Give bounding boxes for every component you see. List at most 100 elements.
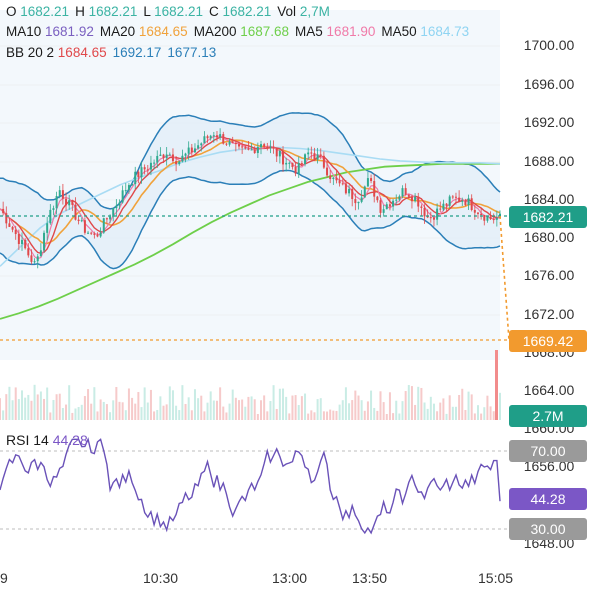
candle-body: [392, 200, 395, 207]
ma200-line: [0, 162, 500, 320]
volume-bar: [46, 387, 49, 420]
volume-badge: 2.7M: [509, 405, 587, 427]
volume-bar: [93, 387, 96, 420]
volume-bar: [414, 404, 417, 420]
price-tick: 1692.00: [523, 114, 575, 130]
candle-body: [445, 203, 448, 206]
price-tick: 1696.00: [523, 76, 575, 92]
volume-bar: [461, 388, 464, 420]
candle-body: [326, 167, 329, 176]
candle-body: [473, 209, 476, 213]
volume-bar: [33, 384, 36, 420]
time-tick: 10:30: [143, 570, 179, 586]
volume-bar: [310, 410, 313, 420]
header-label: Vol: [277, 4, 300, 19]
volume-bar: [156, 409, 159, 420]
volume-bar: [159, 396, 162, 420]
volume-bar: [109, 412, 112, 420]
candle-body: [244, 147, 247, 149]
candle-body: [253, 149, 256, 154]
candle-body: [335, 177, 338, 181]
ohlc-header: O 1682.21 H 1682.21 L 1682.21 C 1682.21 Vol …: [6, 4, 336, 19]
candle-body: [184, 153, 187, 156]
candle-body: [11, 226, 14, 230]
volume-bar: [492, 411, 495, 420]
volume-bar: [17, 399, 20, 420]
volume-bar: [464, 409, 467, 420]
candle-body: [247, 148, 250, 150]
header-value: 1682.21: [20, 4, 70, 19]
volume-bar: [115, 386, 118, 420]
candle-body: [395, 199, 398, 201]
volume-bar: [313, 412, 316, 420]
volume-bar: [432, 403, 435, 420]
rsi-oversold-badge: 30.00: [509, 518, 587, 540]
candle-body: [21, 239, 24, 245]
candle-body: [341, 183, 344, 185]
candle-body: [112, 208, 115, 217]
volume-bar: [486, 395, 489, 420]
volume-bar: [99, 399, 102, 420]
volume-bar: [197, 398, 200, 420]
candle-body: [266, 146, 269, 148]
candle-body: [65, 198, 68, 206]
bb-header: BB 20 2 1684.65 1692.17 1677.13: [6, 45, 222, 60]
candle-body: [178, 161, 181, 165]
volume-bar: [171, 390, 174, 420]
time-tick: 15:05: [478, 570, 514, 586]
candle-body: [193, 148, 196, 153]
candle-body: [417, 196, 420, 207]
candle-body: [442, 203, 445, 210]
candle-body: [234, 142, 237, 145]
candle-body: [8, 223, 11, 227]
volume-bar: [68, 385, 71, 420]
volume-bar: [83, 396, 86, 420]
volume-bar: [146, 402, 149, 420]
volume-bar: [2, 410, 5, 420]
volume-bar: [278, 388, 281, 420]
candle-body: [197, 145, 200, 149]
price-tick: 1656.00: [523, 458, 575, 474]
candle-body: [483, 215, 486, 221]
candle-body: [102, 218, 105, 233]
candle-body: [401, 188, 404, 197]
volume-bar: [193, 389, 196, 420]
volume-bar: [489, 406, 492, 420]
candle-body: [489, 216, 492, 220]
candle-body: [228, 141, 231, 145]
volume-bar: [168, 386, 171, 420]
candle-body: [71, 200, 74, 205]
candle-body: [348, 188, 351, 194]
candle-body: [357, 201, 360, 204]
candle-body: [250, 149, 253, 151]
candle-body: [115, 205, 118, 209]
candle-body: [134, 171, 137, 185]
header-label: H: [75, 4, 89, 19]
candle-body: [432, 217, 435, 220]
volume-bar: [212, 400, 215, 420]
candle-body: [52, 208, 55, 210]
header-label: C: [208, 4, 223, 19]
volume-bar: [376, 410, 379, 420]
candle-body: [187, 147, 190, 154]
candle-body: [388, 204, 391, 207]
candle-body: [344, 183, 347, 194]
candle-body: [14, 229, 17, 235]
candle-body: [87, 232, 90, 234]
candle-body: [285, 162, 288, 165]
header-value: 1682.21: [154, 4, 203, 19]
volume-bar: [300, 396, 303, 420]
volume-bar: [379, 391, 382, 420]
volume-bar: [344, 387, 347, 420]
candle-body: [206, 136, 209, 139]
candle-body: [451, 196, 454, 198]
volume-bar: [112, 400, 115, 420]
candle-body: [165, 154, 168, 159]
volume-bar: [203, 411, 206, 420]
candle-body: [351, 188, 354, 200]
candle-body: [46, 223, 49, 233]
candle-body: [209, 135, 212, 139]
candle-body: [260, 144, 263, 148]
bollinger-upper: [0, 112, 501, 210]
